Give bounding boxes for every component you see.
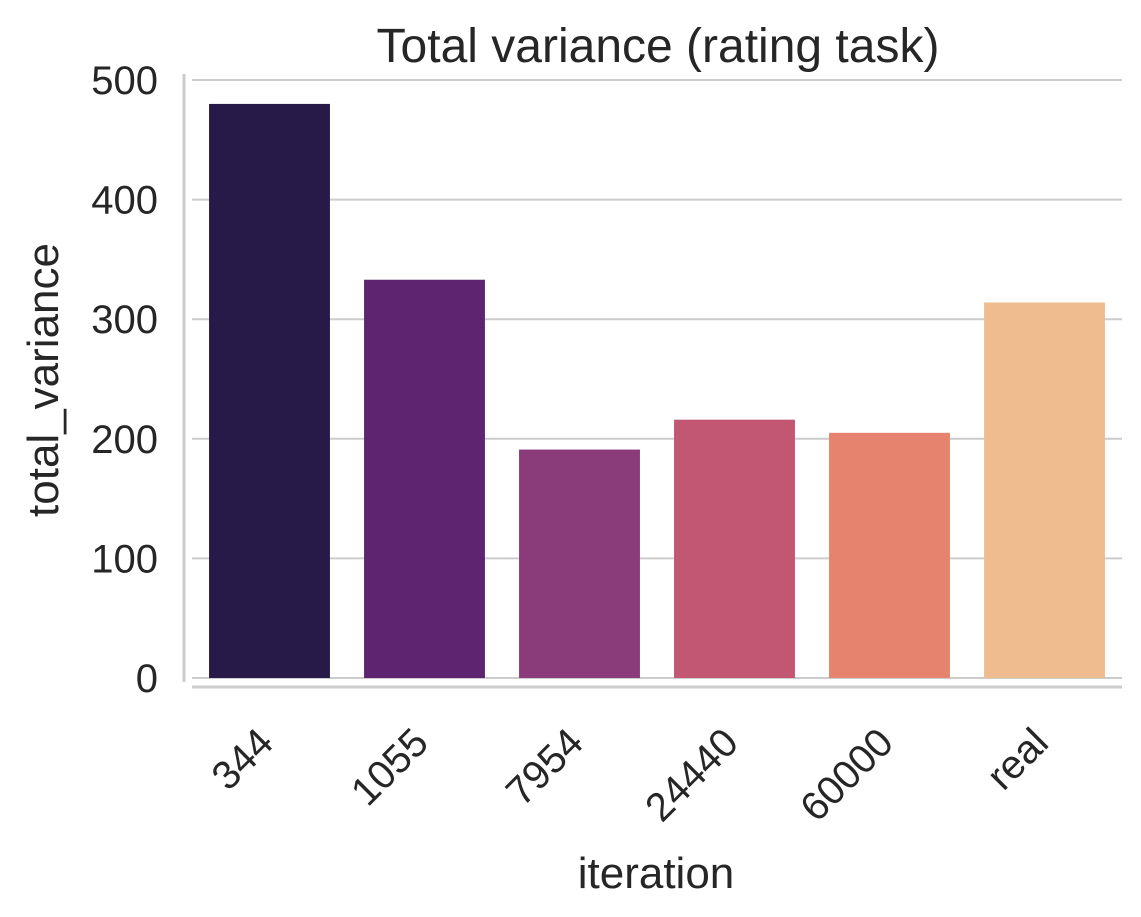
bar-344	[209, 103, 330, 679]
x-tick-label: 7954	[498, 720, 592, 814]
x-tick-label: 1055	[343, 720, 437, 814]
axes	[182, 74, 1122, 689]
bar-24440	[674, 419, 795, 678]
x-tick-label: 24440	[637, 720, 747, 830]
x-axis-label: iteration	[578, 849, 735, 898]
y-tick-label: 300	[91, 298, 158, 342]
x-tick-label: 344	[204, 720, 282, 798]
bar-60000	[829, 432, 950, 678]
y-axis-label: total_variance	[19, 243, 68, 517]
y-tick-label: 400	[91, 179, 158, 223]
y-tick-label: 500	[91, 59, 158, 103]
y-tick-label: 0	[136, 657, 158, 701]
bar-7954	[519, 449, 640, 678]
x-tick-label: 60000	[792, 720, 902, 830]
x-tick-label: real	[979, 720, 1057, 798]
gridlines	[192, 79, 1122, 679]
y-tick-label: 200	[91, 418, 158, 462]
x-tick-labels: 344 1055 7954 24440 60000 real	[204, 720, 1057, 830]
bar-real	[984, 302, 1105, 678]
bar-1055	[364, 279, 485, 678]
y-tick-label: 100	[91, 537, 158, 581]
y-tick-labels: 0 100 200 300 400 500	[91, 59, 158, 701]
chart-title: Total variance (rating task)	[377, 20, 940, 73]
bars	[209, 103, 1105, 679]
